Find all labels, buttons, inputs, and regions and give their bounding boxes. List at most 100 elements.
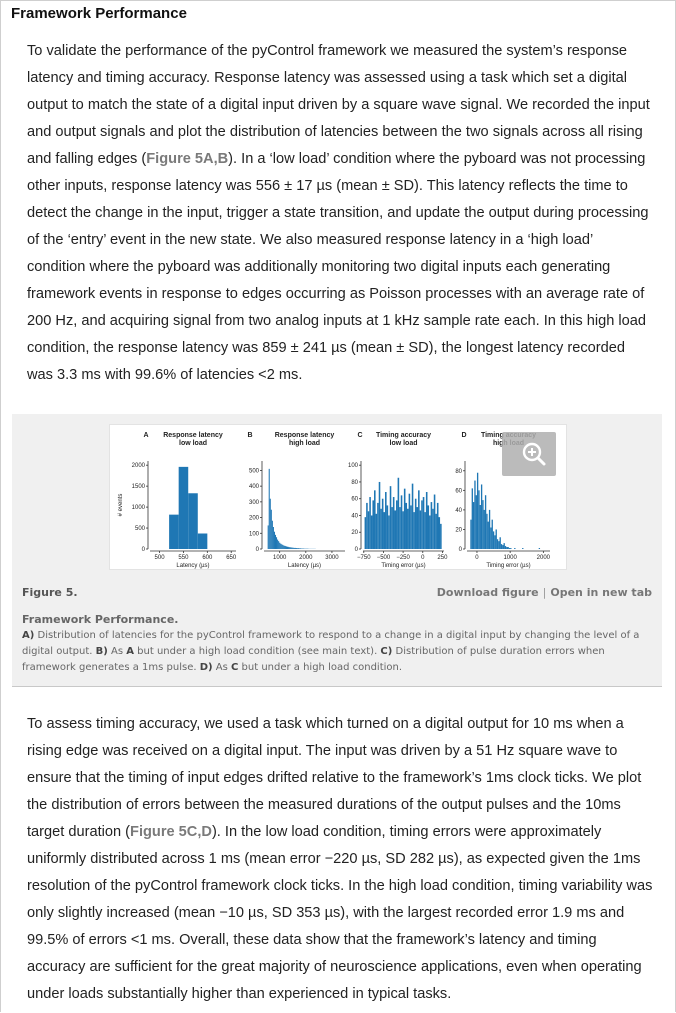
x-tick-label: 2000 [299,555,313,561]
y-tick-label: 0 [142,547,146,553]
histogram-bar [392,497,395,549]
histogram-bar [507,547,509,549]
zoom-button[interactable] [502,432,556,476]
histogram-bar [498,541,500,549]
paragraph-text: ). In a ‘low load’ condition where the p… [27,151,649,383]
histogram-bar [407,508,409,549]
y-axis-label: # events [118,494,124,517]
histogram-bar [381,498,384,549]
histogram-bar [430,502,433,549]
x-tick-label: 650 [226,555,237,561]
section-title: Framework Performance [11,5,187,22]
y-tick-label: 80 [455,469,462,475]
caption-key-d: D) [199,662,213,673]
histogram-bar [494,535,496,549]
histogram-bar [278,541,280,549]
x-axis-label: Timing error (µs) [381,563,425,569]
y-tick-label: 2000 [132,463,146,469]
histogram-bar [366,502,368,549]
histogram-bar [413,512,415,549]
histogram-bar [296,548,298,549]
histogram-bar [438,517,441,549]
histogram-bar [276,537,278,549]
histogram-bar [380,508,382,549]
x-tick-label: 500 [155,555,166,561]
histogram-bar [482,500,484,549]
caption-text: but under a high load condition (see mai… [133,646,381,657]
x-tick-label: 550 [178,555,189,561]
figure-caption: A) Distribution of latencies for the pyC… [22,628,654,676]
histogram-bar [279,542,281,549]
histogram-bar [508,548,511,549]
caption-text: Distribution of pulse duration errors wh… [22,646,605,673]
histogram-bar [499,537,501,549]
y-tick-label: 20 [455,527,462,533]
figure-5ab-link[interactable]: Figure 5A,B [146,151,229,167]
y-tick-label: 1500 [132,484,146,490]
histogram-bar [286,546,288,549]
histogram-bar [402,511,404,549]
zoom-in-icon [522,442,546,466]
histogram-bar [369,497,371,549]
histogram-bar [479,505,481,549]
histogram-bar [483,509,485,549]
histogram-bar [364,517,367,549]
histogram-bar [538,548,541,549]
histogram-bar [288,547,290,549]
histogram-bar [272,527,274,549]
panel-letter: B [247,432,252,439]
y-tick-label: 100 [348,463,359,469]
histogram-bar [273,531,275,549]
histogram-bar [397,477,400,549]
open-in-new-tab-link[interactable]: Open in new tab [550,586,652,599]
histogram-bar [388,515,390,549]
histogram-bar [416,507,419,549]
x-axis-label: Latency (µs) [176,563,209,569]
histogram-bar [280,543,282,549]
caption-key-a: A) [22,630,35,641]
y-tick-label: 60 [351,497,358,503]
paragraph-text: ). In the low load condition, timing err… [27,824,653,1002]
histogram-bar [367,511,370,549]
histogram-bar [178,466,189,549]
histogram-bar [475,495,477,549]
panel-letter: D [461,432,466,439]
histogram-bar [269,498,271,549]
figure-image[interactable]: A Response latency low load 0 500 1000 1500 200… [109,424,567,570]
histogram-bar [506,547,508,549]
paragraph-text: To assess timing accuracy, we used a tas… [27,716,642,840]
histogram-bar [510,548,512,549]
histogram-bar [522,548,524,549]
histogram-bar [410,505,412,549]
histogram-bar [396,500,398,549]
histogram-bar [274,534,277,549]
x-tick-label: 600 [202,555,213,561]
chart-title: low load [390,440,418,447]
histogram-bar [389,486,392,549]
histogram-bar [277,539,279,549]
histogram-bar [300,548,302,549]
histogram-bar [495,529,497,549]
histogram-bar [427,505,430,549]
histogram-bar [197,533,208,549]
y-tick-label: 300 [249,500,260,506]
histogram-bar [403,488,406,549]
histogram-bar [383,512,386,549]
histogram-bar [488,509,491,549]
histogram-bar [472,502,475,549]
histogram-bar [267,525,269,549]
panel-letter: C [357,432,362,439]
histogram-bar [424,512,426,549]
figure-5cd-link[interactable]: Figure 5C,D [130,824,212,840]
histogram-bar [285,546,287,549]
histogram-bar [476,472,479,549]
download-figure-link[interactable]: Download figure [436,586,539,599]
x-tick-label: −500 [377,555,391,561]
link-separator: | [542,586,547,599]
histogram-bar [295,548,297,549]
histogram-bar [287,546,289,549]
histogram-bar [394,510,397,549]
histogram-bar [405,502,408,549]
histogram-bar [169,514,179,549]
